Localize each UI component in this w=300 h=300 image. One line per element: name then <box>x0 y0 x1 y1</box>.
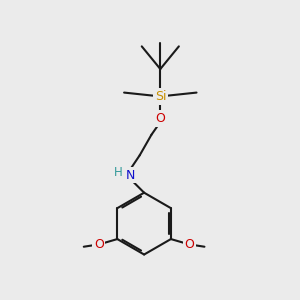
Text: O: O <box>94 238 104 251</box>
Text: Si: Si <box>155 90 166 103</box>
Text: H: H <box>114 166 123 179</box>
Text: N: N <box>125 169 135 182</box>
Text: O: O <box>184 238 194 251</box>
Text: O: O <box>156 112 166 125</box>
